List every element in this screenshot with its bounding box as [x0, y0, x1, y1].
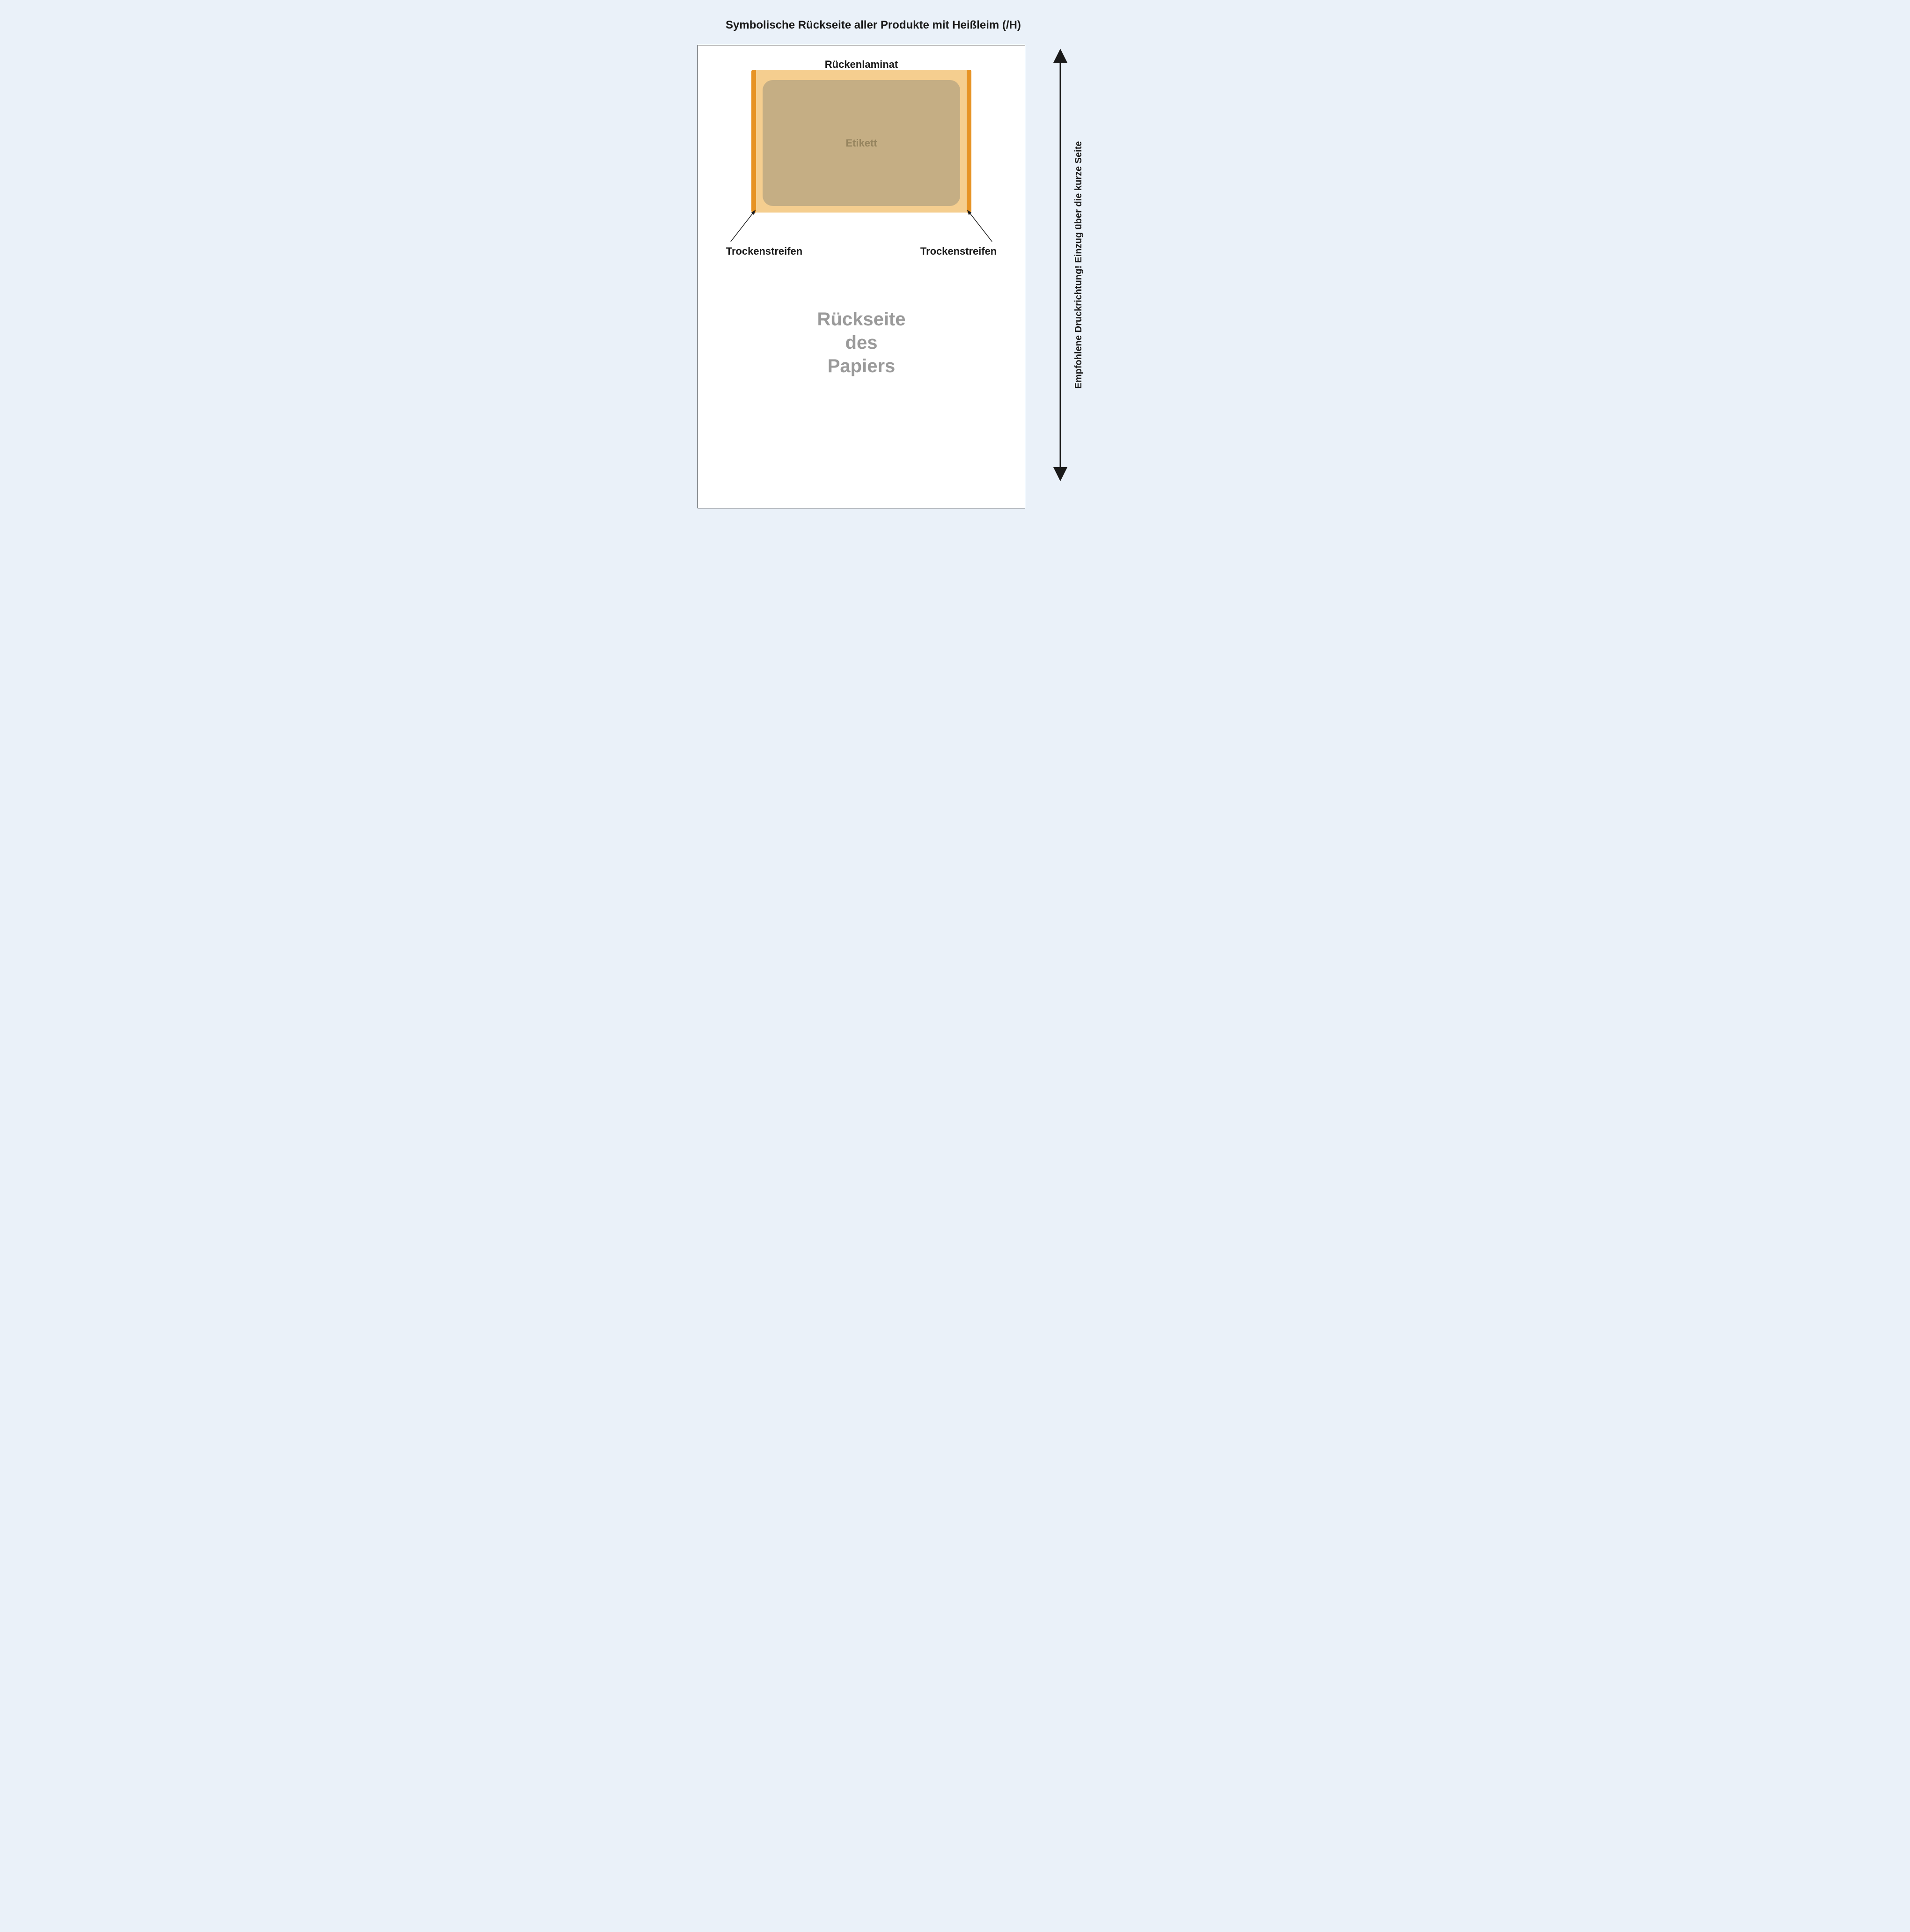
- direction-arrow-svg: Empfohlene Druckrichtung! Einzug über di…: [1035, 45, 1100, 508]
- callout-arrow-right: [967, 210, 992, 242]
- callout-arrow-left: [731, 210, 756, 242]
- laminate-label: Rückenlaminat: [825, 59, 898, 71]
- etikett: Etikett: [763, 80, 960, 206]
- dry-strip-right: [967, 70, 971, 213]
- paper-back-label: Rückseite des Papiers: [817, 308, 906, 378]
- direction-label: Empfohlene Druckrichtung! Einzug über di…: [1073, 141, 1084, 389]
- etikett-label: Etikett: [845, 137, 877, 149]
- paper-wrap: Rückenlaminat Etikett Trockenstreif: [698, 45, 1025, 508]
- laminate-area: Etikett: [751, 70, 971, 213]
- strip-right-label: Trockenstreifen: [920, 245, 997, 257]
- strip-left-label: Trockenstreifen: [726, 245, 802, 257]
- diagram-container: Symbolische Rückseite aller Produkte mit…: [698, 19, 1212, 508]
- diagram-row: Rückenlaminat Etikett Trockenstreif: [698, 45, 1212, 508]
- diagram-title: Symbolische Rückseite aller Produkte mit…: [726, 19, 1212, 32]
- direction-column: Empfohlene Druckrichtung! Einzug über di…: [1035, 45, 1100, 508]
- double-arrow-icon: [1053, 49, 1067, 481]
- paper-sheet: Rückenlaminat Etikett Trockenstreif: [698, 45, 1025, 508]
- dry-strip-left: [751, 70, 756, 213]
